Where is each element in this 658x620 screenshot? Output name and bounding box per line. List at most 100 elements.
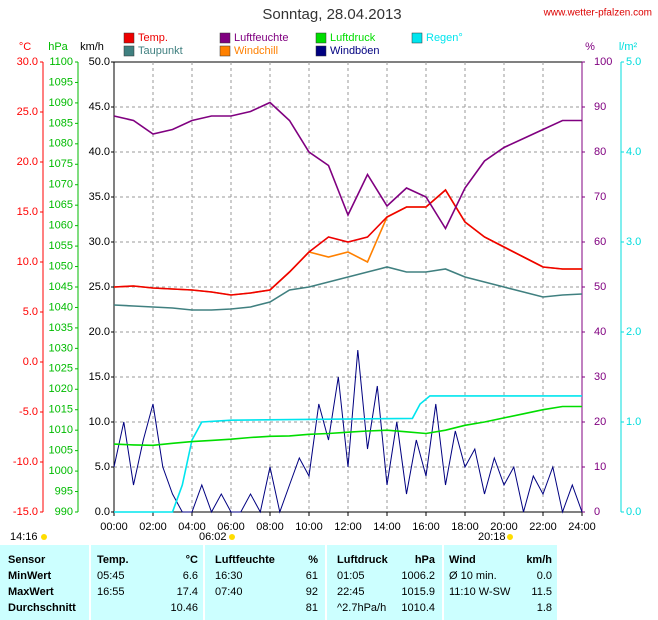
legend-label: Taupunkt — [138, 45, 183, 57]
y-tick-label: 40.0 — [89, 146, 110, 158]
table-cell: 6.6 — [183, 570, 198, 582]
y-tick-label: 0 — [594, 506, 600, 518]
y-tick-label: 1015 — [49, 404, 73, 416]
y-tick-label: 2.0 — [626, 326, 641, 338]
legend-swatch — [315, 32, 327, 44]
y-tick-label: 1.0 — [626, 416, 641, 428]
table-cell: 22:45 — [337, 586, 365, 598]
sun-icon — [507, 534, 513, 540]
x-tick-label: 24:00 — [568, 521, 596, 533]
y-tick-label: 0.0 — [626, 506, 641, 518]
y-tick-label: 0.0 — [23, 356, 38, 368]
y-tick-label: 1035 — [49, 322, 73, 334]
y-tick-label: -10.0 — [13, 456, 38, 468]
y-tick-label: 35.0 — [89, 191, 110, 203]
y-tick-label: 1025 — [49, 363, 73, 375]
y-tick-label: 100 — [594, 56, 612, 68]
y-tick-label: 995 — [55, 485, 73, 497]
x-tick-label: 14:00 — [373, 521, 401, 533]
x-tick-label: 16:00 — [412, 521, 440, 533]
axis-unit: km/h — [80, 41, 104, 53]
annotation: 06:02 — [199, 531, 227, 543]
table-cell: 17.4 — [177, 586, 198, 598]
table-header: % — [308, 554, 318, 566]
y-tick-label: 80 — [594, 146, 606, 158]
row-label: Durchschnitt — [8, 602, 76, 614]
y-tick-label: 4.0 — [626, 146, 641, 158]
table-cell: 10.46 — [170, 602, 198, 614]
series-line — [113, 101, 582, 231]
legend-label: Windchill — [234, 45, 278, 57]
table-cell: 11.5 — [531, 586, 552, 598]
y-tick-label: 10.0 — [89, 416, 110, 428]
axis-unit: l/m² — [619, 41, 638, 53]
row-label: MinWert — [8, 570, 52, 582]
table-cell: 11:10 W-SW — [449, 586, 511, 598]
y-tick-label: 5.0 — [626, 56, 641, 68]
sun-icon — [41, 534, 47, 540]
table-header: Temp. — [97, 554, 129, 566]
y-tick-label: 30.0 — [89, 236, 110, 248]
y-tick-label: 1060 — [49, 220, 73, 232]
y-tick-label: 40 — [594, 326, 606, 338]
y-tick-label: 20 — [594, 416, 606, 428]
table-cell: 16:30 — [215, 570, 243, 582]
y-tick-label: -5.0 — [19, 406, 38, 418]
series-line — [113, 405, 582, 447]
y-tick-label: 70 — [594, 191, 606, 203]
y-tick-label: 1085 — [49, 117, 73, 129]
x-tick-label: 12:00 — [334, 521, 362, 533]
y-tick-label: 45.0 — [89, 101, 110, 113]
y-tick-label: 30 — [594, 371, 606, 383]
y-tick-label: 1090 — [49, 97, 73, 109]
table-header: Luftfeuchte — [215, 554, 275, 566]
y-tick-label: 1080 — [49, 138, 73, 150]
y-tick-label: 1055 — [49, 240, 73, 252]
table-background — [0, 545, 558, 620]
source: www.wetter-pfalzen.com — [543, 8, 652, 19]
y-tick-label: 10 — [594, 461, 606, 473]
table-cell: 81 — [306, 602, 318, 614]
row-label: MaxWert — [8, 586, 54, 598]
y-tick-label: 1075 — [49, 158, 73, 170]
y-tick-label: 20.0 — [89, 326, 110, 338]
legend-label: Temp. — [138, 32, 168, 44]
y-tick-label: 10.0 — [17, 256, 38, 268]
table-cell: ^2.7hPa/h — [337, 602, 386, 614]
y-tick-label: 15.0 — [17, 206, 38, 218]
legend-label: Luftdruck — [330, 32, 376, 44]
y-tick-label: 1030 — [49, 342, 73, 354]
table-header: km/h — [526, 554, 552, 566]
y-tick-label: 1065 — [49, 199, 73, 211]
y-tick-label: 30.0 — [17, 56, 38, 68]
annotation: 14:16 — [10, 531, 38, 543]
x-tick-label: 02:00 — [139, 521, 167, 533]
table-cell: 05:45 — [97, 570, 125, 582]
y-tick-label: 1040 — [49, 301, 73, 313]
legend-label: Windböen — [330, 45, 380, 57]
table-separators — [89, 545, 559, 620]
x-tick-label: 10:00 — [295, 521, 323, 533]
y-tick-label: 15.0 — [89, 371, 110, 383]
y-tick-label: 90 — [594, 101, 606, 113]
y-tick-label: 5.0 — [95, 461, 110, 473]
table-cell: Ø 10 min. — [449, 570, 497, 582]
y-tick-label: 25.0 — [17, 106, 38, 118]
x-tick-label: 04:00 — [178, 521, 206, 533]
series-line — [113, 349, 583, 514]
y-tick-label: 1100 — [49, 56, 73, 68]
table-cell: 0.0 — [537, 570, 552, 582]
y-tick-label: 25.0 — [89, 281, 110, 293]
x-tick-label: 22:00 — [529, 521, 557, 533]
axis-unit: % — [585, 41, 595, 53]
y-tick-label: 1020 — [49, 383, 73, 395]
y-tick-label: 5.0 — [23, 306, 38, 318]
table-cell: 01:05 — [337, 570, 365, 582]
y-tick-label: 1000 — [49, 465, 73, 477]
table-cell: 61 — [306, 570, 318, 582]
axis-unit: °C — [19, 41, 31, 53]
table-header: Wind — [449, 554, 476, 566]
chart-title: Sonntag, 28.04.2013 — [262, 6, 401, 23]
y-tick-label: 50 — [594, 281, 606, 293]
